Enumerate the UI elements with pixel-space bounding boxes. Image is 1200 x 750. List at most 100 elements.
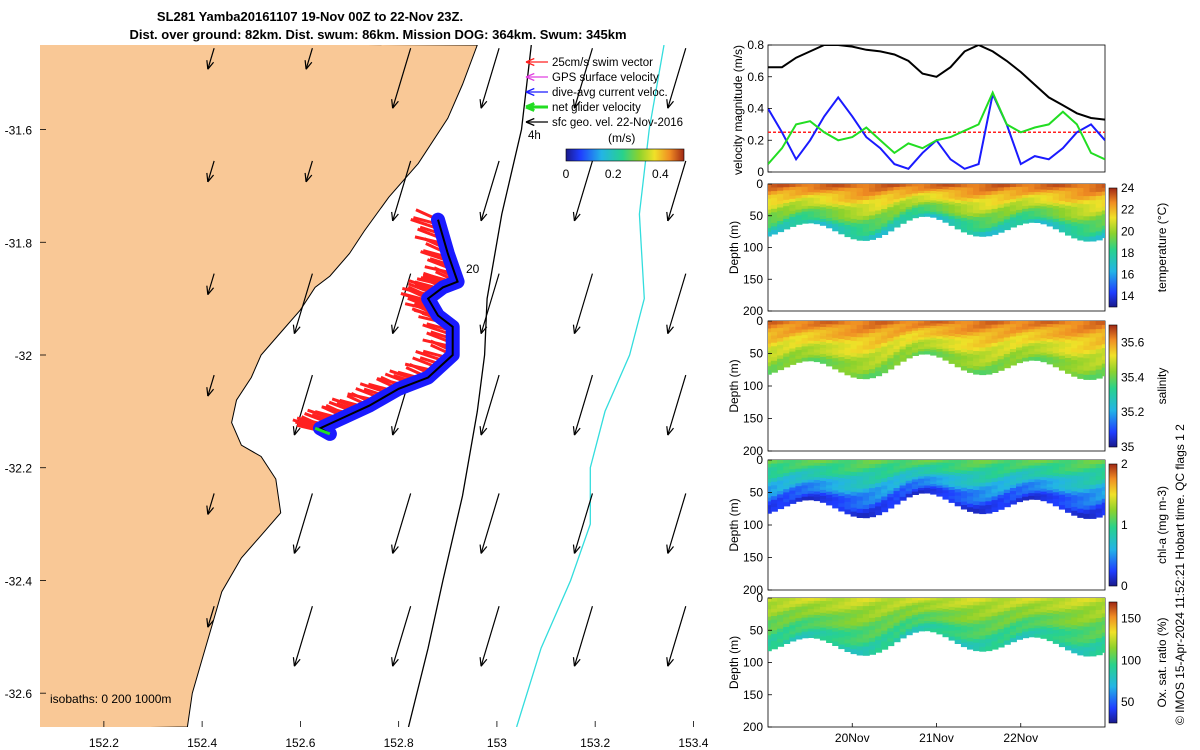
section-cell <box>973 508 981 514</box>
section-cell <box>813 335 821 340</box>
section-cell <box>832 466 840 472</box>
section-cell <box>1028 482 1036 486</box>
section-cell <box>1022 606 1030 611</box>
section-cell <box>893 342 901 347</box>
section-cell <box>1028 460 1036 464</box>
section-cell <box>783 350 791 355</box>
section-cell <box>930 347 938 351</box>
section-cell <box>973 336 981 341</box>
section-cell <box>979 643 987 648</box>
section-cell <box>1052 601 1060 606</box>
section-cell <box>770 324 778 330</box>
section-cell <box>1016 212 1023 217</box>
section-cell <box>1095 610 1103 615</box>
section-cell <box>819 184 827 188</box>
section-cell <box>807 186 815 191</box>
section-cell <box>1101 191 1105 197</box>
section-cell <box>1046 213 1054 218</box>
section-cell <box>795 492 803 496</box>
section-cell <box>960 348 968 354</box>
section-cell <box>813 349 821 354</box>
section-cell <box>856 626 864 632</box>
section-cell <box>832 473 840 478</box>
section-cell <box>924 625 932 629</box>
section-cell <box>844 362 852 368</box>
geo-vector <box>667 374 687 436</box>
legend-swatch-head <box>525 91 535 97</box>
section-cell <box>1083 626 1091 632</box>
section-cell <box>881 478 889 483</box>
arrow-scale-label: 4h <box>528 130 541 142</box>
section-cell <box>1101 491 1105 496</box>
section-cell <box>930 600 938 604</box>
section-cell <box>768 497 772 503</box>
section-cell <box>1071 636 1079 642</box>
section-cell <box>1016 189 1023 194</box>
section-cell <box>954 604 962 609</box>
section-cell <box>869 373 876 379</box>
section-cell <box>777 621 785 627</box>
section-cell <box>813 477 821 482</box>
section-cell <box>1040 632 1048 636</box>
section-cell <box>936 620 944 625</box>
section-cell <box>777 491 785 496</box>
colorbar-tick-label: 0.4 <box>652 167 669 181</box>
section-cell <box>875 184 883 189</box>
section-cell <box>1077 235 1085 241</box>
section-cell <box>948 207 956 212</box>
section-cell <box>875 206 883 212</box>
section-cell <box>905 212 913 216</box>
section-cell <box>911 347 919 352</box>
section-cell <box>768 354 772 360</box>
section-cell <box>881 328 889 333</box>
section-cell <box>826 601 834 606</box>
section-cell <box>1077 602 1085 607</box>
section-cell <box>844 359 852 364</box>
section-cell <box>887 641 895 647</box>
section-cell <box>850 195 858 201</box>
section-cell <box>1034 321 1042 325</box>
section-cell <box>813 338 821 343</box>
section-cell <box>862 231 870 237</box>
section-cell <box>985 187 993 193</box>
section-cell <box>875 221 883 227</box>
geo-vector-head <box>206 172 209 182</box>
section-cell <box>875 632 883 638</box>
section-cell <box>777 214 785 219</box>
section-cell <box>893 625 901 630</box>
section-cell <box>887 618 895 623</box>
section-cell <box>979 494 987 499</box>
section-cell <box>979 620 987 626</box>
section-cell <box>973 209 981 215</box>
section-cell <box>954 610 962 616</box>
section-cell <box>795 465 803 470</box>
section-cell <box>875 483 883 489</box>
section-cell <box>801 326 809 331</box>
section-cell <box>899 479 907 484</box>
section-cell <box>967 331 974 337</box>
section-cell <box>960 359 968 364</box>
section-cell <box>899 184 907 188</box>
section-cell <box>869 227 876 233</box>
section-cell <box>1095 195 1103 201</box>
section-cell <box>1016 615 1023 620</box>
section-xtick-label: 22Nov <box>1003 731 1038 745</box>
section-cell <box>1083 618 1091 624</box>
section-cell <box>991 350 999 355</box>
section-cell <box>783 614 791 619</box>
section-cell <box>777 608 785 613</box>
section-cell <box>1046 622 1054 626</box>
section-cell <box>887 220 895 225</box>
section-cell <box>1101 460 1105 465</box>
section-cell <box>777 355 785 360</box>
section-cell <box>1028 606 1036 610</box>
section-cell <box>862 321 870 327</box>
section-cell <box>942 202 950 207</box>
geo-vector <box>207 493 215 515</box>
section-cell <box>930 462 938 466</box>
section-cell <box>768 220 772 226</box>
section-cell <box>1040 203 1048 208</box>
section-cell <box>1065 194 1072 200</box>
section-cell <box>1034 326 1042 331</box>
section-cell <box>1089 358 1097 364</box>
